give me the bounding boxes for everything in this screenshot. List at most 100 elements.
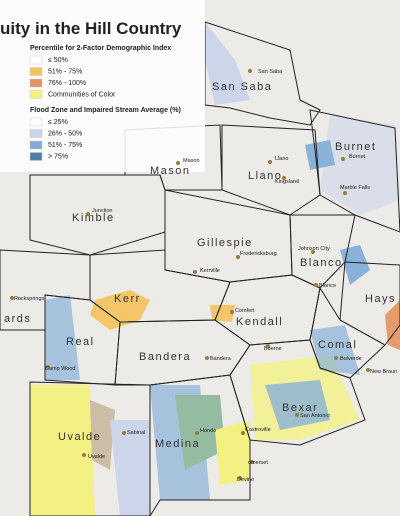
county-name: Burnet xyxy=(335,141,376,153)
city-name: Kerrville xyxy=(200,268,220,274)
flood-area xyxy=(265,380,330,430)
city-name: Burnet xyxy=(349,154,366,160)
legend-label: Communities of Color xyxy=(48,92,116,99)
county-name: Hays xyxy=(365,293,396,305)
county-borders xyxy=(0,21,400,516)
city-marker xyxy=(238,476,242,480)
county-border xyxy=(229,339,366,446)
demographic-area xyxy=(90,290,150,330)
city-name: Boerne xyxy=(264,346,282,352)
demographic-area xyxy=(90,400,115,470)
city-name: Uvalde xyxy=(88,454,105,460)
county-name: Bandera xyxy=(139,351,191,363)
county-border xyxy=(29,381,151,516)
legend-swatch xyxy=(29,90,43,99)
county-name: Blanco xyxy=(300,257,343,269)
city-name: San Antonio xyxy=(300,413,330,419)
city-name: Castroville xyxy=(245,427,271,433)
city-name: omerset xyxy=(248,460,268,466)
legend-title: Flood Zone and Impaired Stream Average (… xyxy=(30,107,181,114)
city-marker xyxy=(193,270,197,274)
city-name: Bulverde xyxy=(340,356,362,362)
county-name: Bexar xyxy=(282,402,318,414)
flood-area xyxy=(340,245,370,285)
shading xyxy=(30,22,400,516)
city-name: Fredericksburg xyxy=(240,251,277,257)
map-title: uity in the Hill Country xyxy=(0,19,182,38)
county-border xyxy=(0,249,91,331)
legend-swatch xyxy=(29,129,43,138)
legend-swatch xyxy=(29,152,43,161)
county-border xyxy=(204,21,321,126)
city-marker xyxy=(266,344,270,348)
legend-label: ≤ 50% xyxy=(48,57,68,64)
legend-label: 76% - 100% xyxy=(48,80,86,87)
city-marker xyxy=(122,431,126,435)
city-name: Hondo xyxy=(200,428,216,434)
city-marker xyxy=(366,368,370,372)
city-marker xyxy=(250,460,254,464)
city-name: Blanco xyxy=(319,283,336,289)
demographic-area xyxy=(30,385,95,516)
city-marker xyxy=(248,69,252,73)
city-marker xyxy=(343,191,347,195)
city-name: Kingsland xyxy=(275,179,299,185)
county-name: Llano xyxy=(248,170,282,182)
city-name: Mason xyxy=(183,158,200,164)
legend-swatch xyxy=(29,140,43,150)
county-name: Kendall xyxy=(236,316,283,328)
county-name: Mason xyxy=(150,165,191,177)
city-name: New Braun xyxy=(370,369,397,375)
city-marker xyxy=(295,413,299,417)
demographic-area xyxy=(175,395,225,470)
city-marker xyxy=(282,176,286,180)
legend-label: > 75% xyxy=(48,154,68,161)
city-name: Marble Falls xyxy=(340,185,370,191)
city-name: Sabinal xyxy=(127,430,145,436)
city-marker xyxy=(10,296,14,300)
legend-swatch xyxy=(29,55,43,65)
city-marker xyxy=(314,283,318,287)
city-marker xyxy=(236,255,240,259)
county-name: ards xyxy=(4,313,31,325)
demographic-area xyxy=(215,420,250,485)
county-border xyxy=(221,124,321,216)
city-name: Johnson City xyxy=(298,246,330,252)
flood-area xyxy=(305,140,335,170)
flood-area xyxy=(110,420,150,516)
legend-swatch xyxy=(29,78,43,88)
county-name: Kerr xyxy=(114,293,141,305)
city-name: Bandera xyxy=(210,356,232,362)
county-border xyxy=(289,214,356,289)
labels: San Saba Mason Llano Burnet Kimble Gillespie B… xyxy=(4,69,397,483)
legend-title: Percentile for 2-Factor Demographic Inde… xyxy=(30,45,171,52)
city-name: Rocksprings xyxy=(14,296,45,302)
legend: Percentile for 2-Factor Demographic Inde… xyxy=(29,45,181,161)
legend-label: 51% - 75% xyxy=(48,142,82,149)
city-marker xyxy=(268,160,272,164)
flood-area xyxy=(205,22,250,105)
city-name: Junction xyxy=(92,208,113,214)
city-name: Devine xyxy=(237,477,254,483)
county-name: Medina xyxy=(155,438,200,450)
city-marker xyxy=(46,365,50,369)
city-marker xyxy=(341,157,345,161)
county-name: San Saba xyxy=(212,81,272,93)
county-border xyxy=(149,374,251,516)
city-marker xyxy=(230,310,234,314)
city-marker xyxy=(334,356,338,360)
flood-area xyxy=(45,295,80,380)
county-name: Real xyxy=(66,336,95,348)
city-marker xyxy=(311,250,315,254)
county-name: Kimble xyxy=(72,212,115,224)
county-border xyxy=(339,261,400,346)
county-name: Gillespie xyxy=(197,237,253,249)
flood-area xyxy=(310,325,360,375)
demographic-area xyxy=(385,300,400,350)
legend-swatch xyxy=(29,67,43,76)
legend-label: 26% - 50% xyxy=(48,131,82,138)
city-name: Comfort xyxy=(235,308,255,314)
legend-label: ≤ 25% xyxy=(48,119,68,126)
city-marker xyxy=(82,453,86,457)
